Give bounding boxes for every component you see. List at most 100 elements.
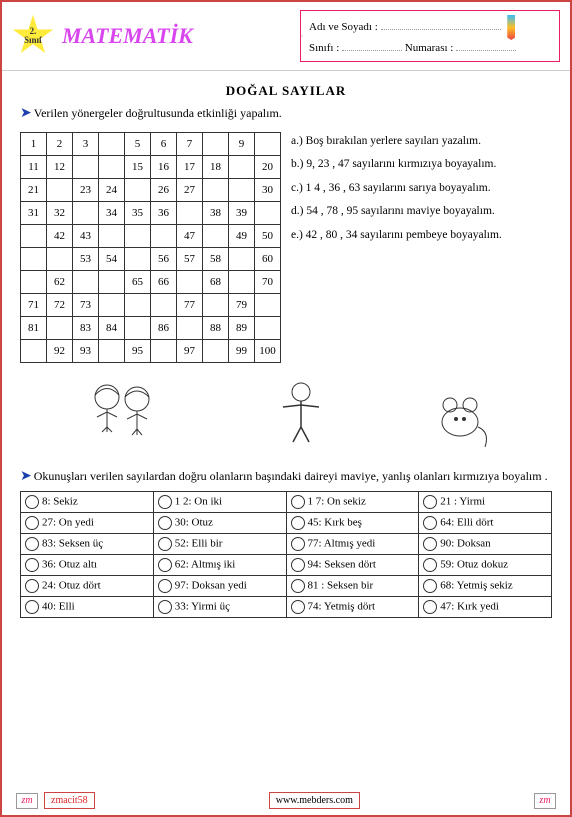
- grid-cell[interactable]: 71: [21, 293, 47, 316]
- grid-cell[interactable]: [255, 132, 281, 155]
- grid-cell[interactable]: 47: [177, 224, 203, 247]
- grid-cell[interactable]: [99, 224, 125, 247]
- answer-circle[interactable]: [423, 558, 437, 572]
- grid-cell[interactable]: 93: [73, 339, 99, 362]
- grid-cell[interactable]: 72: [47, 293, 73, 316]
- grid-cell[interactable]: [203, 339, 229, 362]
- grid-cell[interactable]: 54: [99, 247, 125, 270]
- grid-cell[interactable]: 12: [47, 155, 73, 178]
- grid-cell[interactable]: [229, 155, 255, 178]
- num-field[interactable]: [456, 41, 516, 51]
- class-field[interactable]: [342, 41, 402, 51]
- answer-circle[interactable]: [158, 579, 172, 593]
- answer-circle[interactable]: [158, 558, 172, 572]
- grid-cell[interactable]: [125, 224, 151, 247]
- grid-cell[interactable]: [99, 293, 125, 316]
- answer-circle[interactable]: [25, 495, 39, 509]
- grid-cell[interactable]: [125, 316, 151, 339]
- grid-cell[interactable]: 26: [151, 178, 177, 201]
- grid-cell[interactable]: 77: [177, 293, 203, 316]
- grid-cell[interactable]: 58: [203, 247, 229, 270]
- grid-cell[interactable]: 9: [229, 132, 255, 155]
- grid-cell[interactable]: [21, 270, 47, 293]
- grid-cell[interactable]: [47, 247, 73, 270]
- grid-cell[interactable]: [255, 201, 281, 224]
- grid-cell[interactable]: [203, 178, 229, 201]
- grid-cell[interactable]: [125, 178, 151, 201]
- grid-cell[interactable]: 42: [47, 224, 73, 247]
- grid-cell[interactable]: [177, 270, 203, 293]
- grid-cell[interactable]: 5: [125, 132, 151, 155]
- grid-cell[interactable]: 15: [125, 155, 151, 178]
- grid-cell[interactable]: [255, 316, 281, 339]
- grid-cell[interactable]: 11: [21, 155, 47, 178]
- grid-cell[interactable]: [21, 247, 47, 270]
- grid-cell[interactable]: 7: [177, 132, 203, 155]
- grid-cell[interactable]: 99: [229, 339, 255, 362]
- grid-cell[interactable]: 73: [73, 293, 99, 316]
- grid-cell[interactable]: [151, 293, 177, 316]
- answer-circle[interactable]: [291, 537, 305, 551]
- grid-cell[interactable]: [203, 132, 229, 155]
- grid-cell[interactable]: [177, 316, 203, 339]
- grid-cell[interactable]: 65: [125, 270, 151, 293]
- grid-cell[interactable]: 17: [177, 155, 203, 178]
- grid-cell[interactable]: 38: [203, 201, 229, 224]
- answer-circle[interactable]: [158, 495, 172, 509]
- grid-cell[interactable]: [229, 178, 255, 201]
- grid-cell[interactable]: [73, 270, 99, 293]
- grid-cell[interactable]: [21, 339, 47, 362]
- grid-cell[interactable]: 88: [203, 316, 229, 339]
- grid-cell[interactable]: 92: [47, 339, 73, 362]
- grid-cell[interactable]: 50: [255, 224, 281, 247]
- grid-cell[interactable]: 6: [151, 132, 177, 155]
- grid-cell[interactable]: 95: [125, 339, 151, 362]
- grid-cell[interactable]: 56: [151, 247, 177, 270]
- answer-circle[interactable]: [25, 516, 39, 530]
- grid-cell[interactable]: 57: [177, 247, 203, 270]
- grid-cell[interactable]: [99, 270, 125, 293]
- answer-circle[interactable]: [291, 558, 305, 572]
- grid-cell[interactable]: 97: [177, 339, 203, 362]
- grid-cell[interactable]: [99, 132, 125, 155]
- grid-cell[interactable]: 16: [151, 155, 177, 178]
- grid-cell[interactable]: 21: [21, 178, 47, 201]
- answer-circle[interactable]: [423, 600, 437, 614]
- answer-circle[interactable]: [291, 516, 305, 530]
- answer-circle[interactable]: [158, 516, 172, 530]
- grid-cell[interactable]: [229, 247, 255, 270]
- grid-cell[interactable]: [99, 339, 125, 362]
- answer-circle[interactable]: [25, 600, 39, 614]
- grid-cell[interactable]: [151, 339, 177, 362]
- grid-cell[interactable]: [47, 178, 73, 201]
- grid-cell[interactable]: [203, 293, 229, 316]
- grid-cell[interactable]: 1: [21, 132, 47, 155]
- answer-circle[interactable]: [423, 537, 437, 551]
- grid-cell[interactable]: [125, 293, 151, 316]
- grid-cell[interactable]: 27: [177, 178, 203, 201]
- grid-cell[interactable]: [99, 155, 125, 178]
- grid-cell[interactable]: [21, 224, 47, 247]
- answer-circle[interactable]: [291, 579, 305, 593]
- grid-cell[interactable]: 34: [99, 201, 125, 224]
- grid-cell[interactable]: 100: [255, 339, 281, 362]
- answer-circle[interactable]: [423, 516, 437, 530]
- grid-cell[interactable]: 68: [203, 270, 229, 293]
- answer-circle[interactable]: [291, 600, 305, 614]
- grid-cell[interactable]: 31: [21, 201, 47, 224]
- grid-cell[interactable]: 36: [151, 201, 177, 224]
- answer-circle[interactable]: [25, 537, 39, 551]
- grid-cell[interactable]: 84: [99, 316, 125, 339]
- grid-cell[interactable]: 70: [255, 270, 281, 293]
- grid-cell[interactable]: 66: [151, 270, 177, 293]
- answer-circle[interactable]: [423, 579, 437, 593]
- grid-cell[interactable]: [203, 224, 229, 247]
- grid-cell[interactable]: 86: [151, 316, 177, 339]
- grid-cell[interactable]: 83: [73, 316, 99, 339]
- grid-cell[interactable]: [229, 270, 255, 293]
- name-field[interactable]: [381, 20, 501, 30]
- grid-cell[interactable]: 39: [229, 201, 255, 224]
- grid-cell[interactable]: 30: [255, 178, 281, 201]
- grid-cell[interactable]: [47, 316, 73, 339]
- grid-cell[interactable]: 20: [255, 155, 281, 178]
